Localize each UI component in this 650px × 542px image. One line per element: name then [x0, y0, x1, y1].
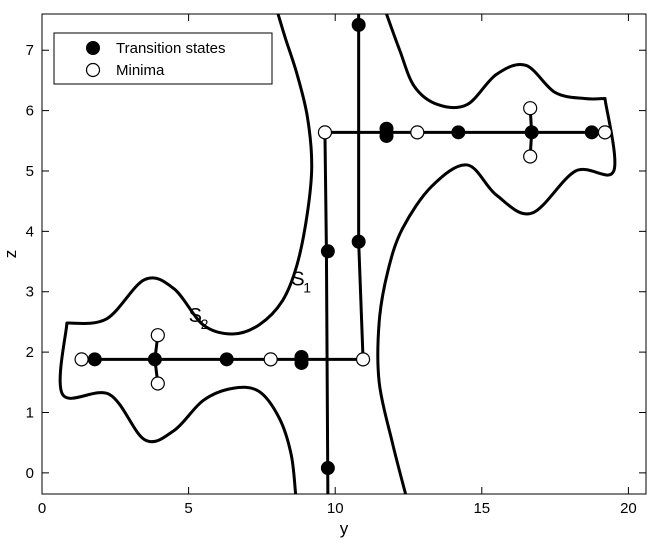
legend-label-minima: Minima [116, 62, 165, 79]
transition-state-point [219, 352, 234, 367]
minimum-point [523, 101, 538, 116]
y-tick-label: 2 [26, 344, 34, 361]
x-tick-label: 15 [473, 500, 490, 517]
curve-label-subscript: 1 [303, 280, 311, 296]
x-axis-label: y [340, 519, 349, 538]
transition-state-point [294, 355, 309, 370]
transition-state-point [147, 352, 162, 367]
minimum-point [410, 125, 425, 140]
transition-state-point [320, 244, 335, 259]
x-tick-label: 20 [620, 500, 637, 517]
y-tick-label: 6 [26, 103, 34, 120]
minimum-point [263, 352, 278, 367]
x-tick-label: 5 [184, 500, 192, 517]
legend-label-transition-states: Transition states [116, 40, 226, 57]
contour-S2-upper-right [385, 14, 607, 110]
plot-frame [41, 13, 647, 495]
minimum-point [74, 352, 89, 367]
y-axis-label: z [1, 250, 20, 259]
minimum-point [317, 125, 333, 140]
minimum-point [150, 328, 165, 343]
x-axis: 0 5 10 15 20 [38, 14, 637, 517]
legend: Transition states Minima [53, 32, 273, 85]
x-tick-label: 10 [327, 500, 344, 517]
y-tick-label: 0 [26, 465, 34, 482]
transition-state-point [351, 17, 366, 32]
curve-label-s2: S [189, 305, 202, 327]
marker-group [74, 17, 613, 476]
transition-state-point [351, 234, 366, 249]
minimum-point [597, 125, 613, 140]
contour-S2-upper-left [65, 14, 314, 336]
y-axis: 0 1 2 3 4 5 6 7 [26, 42, 646, 482]
transition-state-point [451, 125, 466, 140]
transition-state-point [87, 352, 102, 367]
y-tick-label: 4 [26, 223, 34, 240]
transition-state-point [320, 461, 335, 476]
minimum-point [523, 149, 538, 164]
legend-marker-minima [85, 62, 101, 78]
y-tick-label: 3 [26, 284, 34, 301]
transition-state-point [379, 128, 394, 143]
curve-label-subscript: 2 [201, 316, 209, 332]
x-tick-label: 0 [38, 500, 46, 517]
minimum-point [355, 352, 371, 367]
contour-group [58, 14, 617, 494]
curve-label-s1: S [291, 269, 304, 291]
plot-area [42, 14, 646, 494]
legend-marker-transition-states [86, 41, 100, 55]
y-tick-label: 5 [26, 163, 34, 180]
y-tick-label: 7 [26, 42, 34, 59]
transition-state-point [584, 125, 599, 140]
y-tick-label: 1 [26, 404, 34, 421]
minimum-point [150, 376, 165, 391]
contour-S2-lower-right [376, 97, 617, 494]
contour-S2-lower-left [58, 321, 298, 494]
transition-state-point [524, 125, 539, 140]
